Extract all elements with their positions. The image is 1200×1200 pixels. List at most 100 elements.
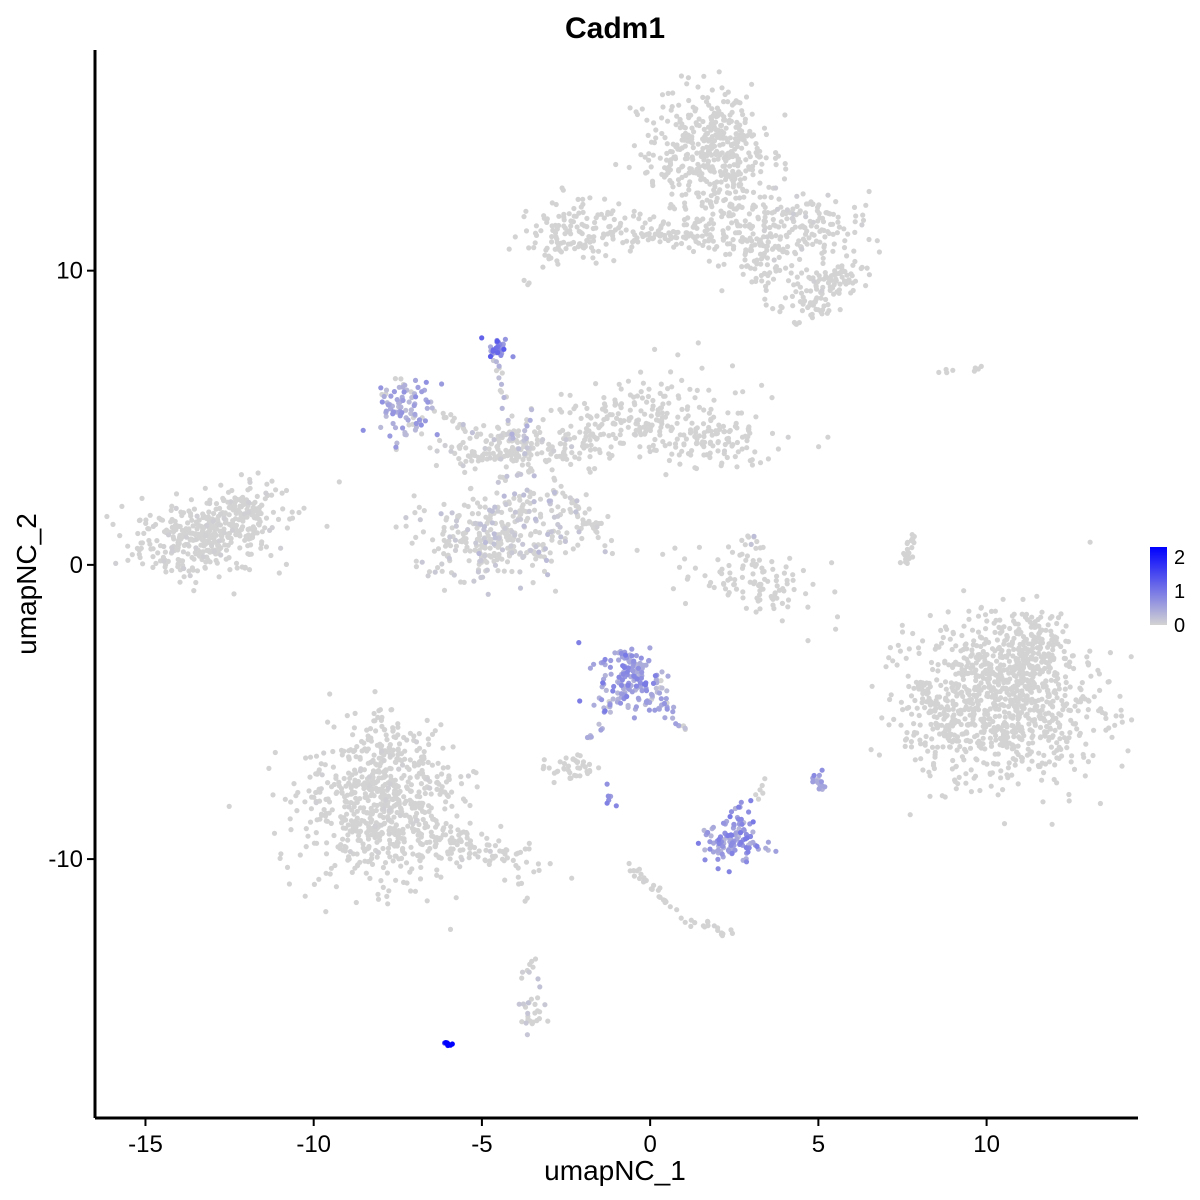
cell-point [263,490,269,496]
cell-point [934,694,940,700]
cell-point [403,515,409,521]
cell-point [453,895,459,901]
cell-point [1030,671,1036,678]
cell-point [1039,669,1045,675]
cell-point [817,228,823,234]
cell-point [434,774,440,780]
cell-point [365,797,371,804]
cell-point [988,783,994,789]
cell-point [136,547,142,553]
cell-point [413,558,419,564]
cell-point [612,421,618,427]
cell-point [486,553,492,559]
cell-point [497,848,503,854]
cell-point [1016,631,1022,637]
cell-point [1039,627,1045,633]
cell-point [660,401,666,407]
cell-point [402,748,408,754]
cell-point [739,574,746,581]
cell-point [375,891,381,897]
cell-point [349,789,355,795]
cell-point [981,654,988,660]
cell-point [794,274,800,280]
cell-point [906,646,912,652]
cell-point [989,646,996,652]
cell-point [759,586,765,592]
cell-point [716,422,722,428]
cell-point [369,807,375,814]
cell-point [575,759,581,765]
cell-point [341,775,347,782]
cell-point [565,763,572,769]
cell-point [710,824,717,830]
cell-point [682,725,688,731]
cell-point [668,369,674,375]
cell-point [380,791,386,797]
cell-point [455,425,461,431]
cell-point [1038,654,1044,660]
cell-point [342,848,348,854]
cell-point [942,679,949,685]
cell-point [609,550,616,557]
cell-point [936,369,942,375]
cell-point [1043,678,1049,685]
cell-point [794,203,800,209]
cell-point [828,221,834,227]
cell-point [805,201,811,207]
cell-point [1012,762,1018,768]
cell-point [618,405,624,411]
cell-point [428,829,434,835]
cell-point [354,744,360,750]
cell-point [711,923,717,929]
cell-point [939,793,945,799]
cell-point [344,713,350,719]
cell-point [759,782,765,789]
cell-point [169,567,175,574]
cell-point [560,427,566,433]
cell-point [254,530,260,536]
cell-point [709,226,715,232]
cell-point [929,736,935,742]
cell-point [1009,670,1015,676]
cell-point [383,732,389,738]
cell-point [1009,613,1016,619]
cell-point [388,766,394,772]
cell-point [611,216,617,223]
cell-point [648,164,654,170]
cell-point [561,761,568,767]
cell-point [187,573,193,579]
cell-point [702,238,708,244]
cell-point [280,506,286,512]
cell-point [773,150,779,156]
cell-point [959,666,965,672]
cell-point [570,756,576,762]
cell-point [731,141,737,147]
cell-point [761,228,767,234]
cell-point [527,417,533,423]
cell-point [694,387,700,393]
cell-point [311,794,317,800]
cell-point [941,716,947,722]
cell-point [1049,614,1055,620]
cell-point [592,421,598,427]
cell-point [761,222,767,228]
cell-point [1011,664,1017,670]
cell-point [398,863,404,869]
cell-point [469,430,475,436]
cell-point [1066,798,1072,804]
cell-point [472,520,479,527]
cell-point [683,230,689,236]
cell-point [994,658,1000,664]
cell-point [168,507,174,513]
cell-point [1118,707,1124,713]
cell-point [1011,646,1017,653]
cell-point [706,245,712,251]
cell-point [540,264,546,270]
cell-point [978,643,984,650]
cell-point [190,523,196,529]
cell-point [972,365,978,371]
cell-point [439,561,445,567]
cell-point [730,153,736,160]
cell-point [523,208,529,214]
cell-point [816,444,822,450]
